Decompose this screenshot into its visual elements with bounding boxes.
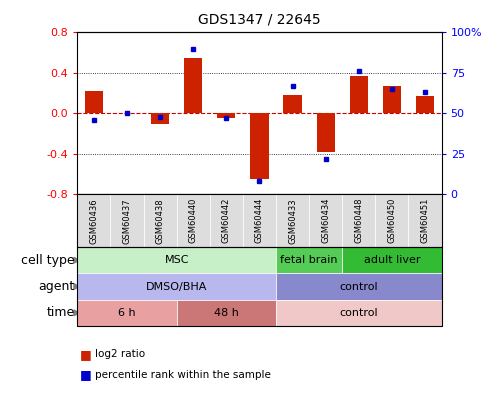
Text: GSM60433: GSM60433 [288,198,297,243]
Text: GSM60438: GSM60438 [156,198,165,243]
Text: fetal brain: fetal brain [280,255,338,265]
Bar [250,113,268,179]
Text: GSM60440: GSM60440 [189,198,198,243]
Text: 48 h: 48 h [214,308,239,318]
Bar [383,86,401,113]
Text: MSC: MSC [165,255,189,265]
Text: 6 h: 6 h [118,308,136,318]
Bar [184,58,203,113]
Text: GSM60442: GSM60442 [222,198,231,243]
Bar [151,113,169,124]
Bar [217,113,236,118]
Text: GSM60451: GSM60451 [421,198,430,243]
Text: GSM60436: GSM60436 [89,198,98,243]
Text: DMSO/BHA: DMSO/BHA [146,281,208,292]
Text: GSM60450: GSM60450 [387,198,396,243]
Text: percentile rank within the sample: percentile rank within the sample [95,370,270,379]
Bar [350,76,368,113]
Bar [85,91,103,113]
Bar [316,113,335,152]
Text: ■: ■ [80,348,92,361]
Text: GSM60437: GSM60437 [123,198,132,243]
Text: control: control [339,308,378,318]
Text: agent: agent [38,280,75,293]
Text: time: time [46,306,75,320]
Bar [416,96,434,113]
Text: GSM60444: GSM60444 [255,198,264,243]
Text: control: control [339,281,378,292]
Bar [283,95,302,113]
Text: ■: ■ [80,368,92,381]
Text: log2 ratio: log2 ratio [95,350,145,359]
Text: GDS1347 / 22645: GDS1347 / 22645 [198,12,321,26]
Text: adult liver: adult liver [364,255,420,265]
Text: GSM60448: GSM60448 [354,198,363,243]
Text: cell type: cell type [21,254,75,267]
Text: GSM60434: GSM60434 [321,198,330,243]
